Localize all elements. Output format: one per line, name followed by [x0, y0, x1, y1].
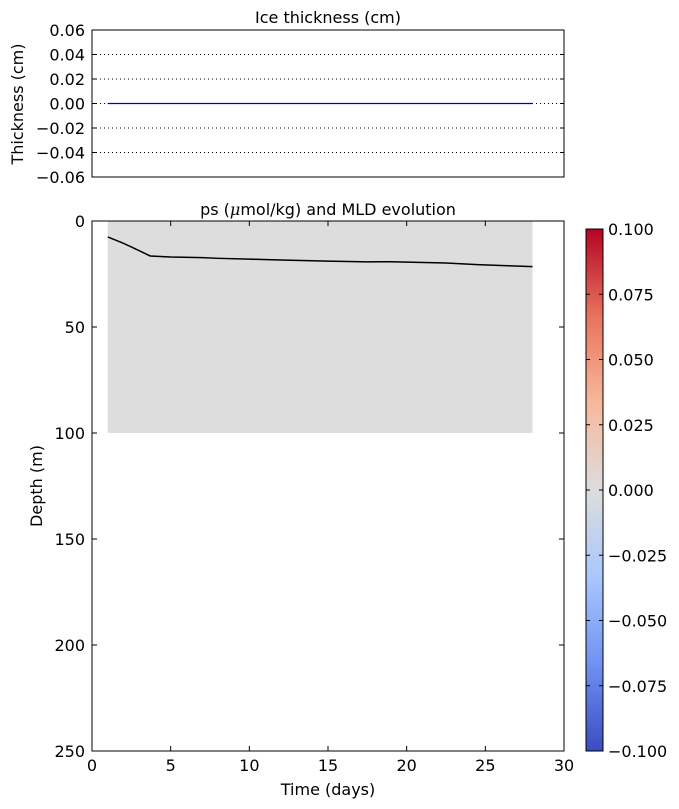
ps-x-ticks: 0 5 10 15 20 25 30: [87, 221, 574, 775]
ps-title-part: mol/kg) and MLD evolution: [240, 200, 456, 219]
mld-line: [107, 236, 533, 268]
colorbar-tick-label: 0.100: [608, 220, 654, 239]
ps-title-mu: μ: [230, 200, 240, 219]
ps-xtick-label: 0: [87, 756, 97, 775]
colorbar-tick-label: 0.050: [608, 351, 654, 370]
ps-xtick-label: 5: [166, 756, 176, 775]
ps-title: ps (μmol/kg) and MLD evolution: [200, 200, 456, 219]
ice-ytick-label: −0.06: [36, 168, 85, 187]
ps-ytick-label: 50: [65, 318, 85, 337]
colorbar-tick-label: −0.025: [608, 546, 667, 565]
colorbar-tick-label: 0.000: [608, 481, 654, 500]
ps-ytick-label: 200: [54, 636, 85, 655]
ps-xtick-label: 30: [554, 756, 574, 775]
ice-ytick-label: 0.02: [49, 70, 85, 89]
ice-ytick-label: −0.02: [36, 119, 85, 138]
colorbar-tick-label: −0.050: [608, 612, 667, 631]
colorbar-tick-label: −0.075: [608, 677, 667, 696]
ice-y-ticks: 0.06 0.04 0.02 0.00 −0.02 −0.04 −0.06: [36, 21, 564, 187]
ps-ytick-label: 150: [54, 530, 85, 549]
ps-title-part: ps (: [200, 200, 230, 219]
colorbar-tick-label: −0.100: [608, 742, 667, 761]
ps-ytick-label: 250: [54, 742, 85, 761]
ps-xtick-label: 15: [318, 756, 338, 775]
ps-ylabel: Depth (m): [27, 445, 46, 527]
colorbar-ticks: 0.100 0.075 0.050 0.025 0.000 −0.025 −0.050 −0.…: [586, 220, 667, 761]
ice-ytick-label: 0.00: [49, 95, 85, 114]
colorbar: 0.100 0.075 0.050 0.025 0.000 −0.025 −0.050 −0.…: [585, 220, 667, 761]
ps-xtick-label: 25: [475, 756, 495, 775]
ps-xtick-label: 10: [239, 756, 259, 775]
ice-ytick-label: 0.04: [49, 46, 85, 65]
colorbar-tick-label: 0.075: [608, 285, 654, 304]
ice-ylabel: Thickness (cm): [8, 43, 27, 165]
ps-field-area: [107, 221, 533, 433]
ps-xtick-label: 20: [396, 756, 416, 775]
colorbar-tick-label: 0.025: [608, 416, 654, 435]
ice-thickness-panel: Ice thickness (cm) 0.06 0.04 0.02 0.00 −0.02…: [8, 8, 565, 187]
ice-ytick-label: 0.06: [49, 21, 85, 40]
mld-series: [107, 236, 533, 268]
ps-ytick-label: 100: [54, 424, 85, 443]
ps-ytick-label: 0: [75, 212, 85, 231]
ice-ytick-label: −0.04: [36, 144, 85, 163]
ps-mld-panel: ps (μmol/kg) and MLD evolution 0 5 10 15 20 2…: [27, 200, 574, 799]
ice-title: Ice thickness (cm): [255, 8, 401, 27]
ps-xlabel: Time (days): [280, 780, 376, 799]
ps-y-ticks: 0 50 100 150 200 250: [54, 212, 564, 761]
